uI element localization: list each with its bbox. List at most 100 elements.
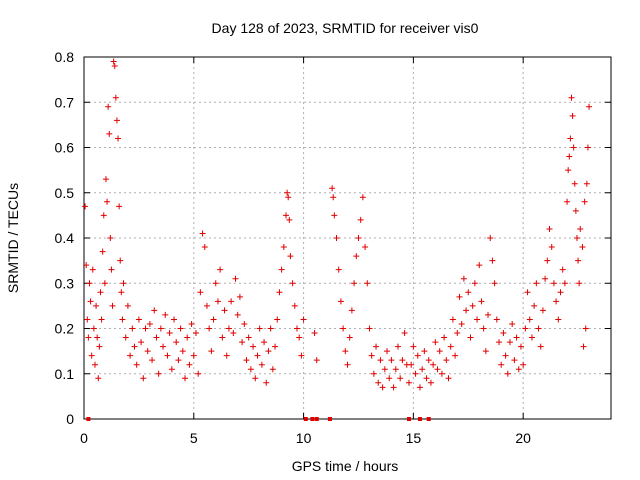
data-point: [186, 361, 193, 368]
data-point: [496, 339, 503, 346]
data-point: [502, 352, 509, 359]
data-point: [362, 244, 369, 251]
data-point: [241, 320, 248, 327]
data-point: [94, 334, 101, 341]
data-point: [289, 280, 296, 287]
data-point: [357, 216, 364, 223]
data-point: [175, 357, 182, 364]
data-point: [104, 198, 111, 205]
data-point: [568, 94, 575, 101]
data-point: [346, 334, 353, 341]
data-point: [300, 316, 307, 323]
data-point: [566, 153, 573, 160]
data-point: [177, 325, 184, 332]
data-point: [293, 325, 300, 332]
data-point: [548, 244, 555, 251]
data-point: [195, 370, 202, 377]
data-point: [370, 370, 377, 377]
data-point: [579, 244, 586, 251]
data-point: [467, 334, 474, 341]
data-point: [109, 302, 116, 309]
y-tick-label: 0.4: [55, 230, 75, 246]
data-point: [331, 212, 338, 219]
data-point: [478, 298, 485, 305]
baseline-point: [314, 417, 319, 421]
baseline-point: [303, 417, 308, 421]
data-point: [482, 348, 489, 355]
data-point: [107, 235, 114, 241]
data-point: [463, 307, 470, 314]
data-point: [206, 325, 213, 332]
data-point: [84, 316, 91, 323]
data-point: [537, 343, 544, 350]
data-point: [164, 352, 171, 359]
data-point: [401, 330, 408, 337]
data-point: [368, 352, 375, 359]
data-point: [569, 112, 576, 119]
data-point: [166, 330, 173, 337]
data-point: [337, 298, 344, 305]
data-point: [580, 343, 587, 350]
x-axis-label: GPS time / hours: [292, 458, 399, 474]
data-point: [144, 348, 151, 355]
data-point: [340, 325, 347, 332]
data-point: [99, 248, 106, 255]
data-point: [447, 343, 454, 350]
data-point: [239, 339, 246, 346]
data-point: [535, 325, 542, 332]
data-point: [561, 280, 568, 287]
data-point: [188, 320, 195, 327]
data-point: [95, 375, 102, 382]
data-point: [287, 253, 294, 260]
y-tick-label: 0.6: [55, 140, 75, 156]
data-point: [250, 343, 257, 350]
x-tick-label: 10: [296, 430, 312, 446]
data-point: [504, 370, 511, 377]
y-tick-label: 0.3: [55, 275, 75, 291]
data-point: [355, 235, 362, 241]
data-point: [286, 216, 293, 223]
data-point: [212, 280, 219, 287]
data-point: [381, 366, 388, 373]
data-point: [106, 130, 113, 137]
data-point: [410, 343, 417, 350]
data-point: [102, 176, 109, 183]
data-point: [425, 357, 432, 364]
data-point: [480, 325, 487, 332]
data-point: [225, 325, 232, 332]
data-point: [155, 370, 162, 377]
data-point: [584, 144, 591, 151]
data-point: [364, 280, 371, 287]
data-point: [581, 198, 588, 205]
data-point: [243, 357, 250, 364]
data-point: [153, 334, 160, 341]
data-point: [142, 325, 149, 332]
data-point: [373, 343, 380, 350]
data-point: [283, 212, 290, 219]
data-point: [567, 135, 574, 142]
data-point: [573, 235, 580, 241]
data-point: [228, 298, 235, 305]
data-point: [506, 339, 513, 346]
data-point: [108, 266, 115, 273]
data-point: [285, 194, 292, 201]
data-point: [160, 343, 167, 350]
data-point: [120, 280, 127, 287]
data-point: [564, 198, 571, 205]
data-point: [520, 361, 527, 368]
y-tick-label: 0.7: [55, 94, 75, 110]
data-point: [553, 298, 560, 305]
data-point: [82, 203, 89, 210]
data-point: [129, 325, 136, 332]
y-tick-label: 0.5: [55, 185, 75, 201]
data-point: [230, 330, 237, 337]
data-point: [546, 225, 553, 232]
x-tick-label: 5: [190, 430, 198, 446]
x-tick-label: 0: [80, 430, 88, 446]
data-points: [82, 58, 593, 421]
data-point: [192, 330, 199, 337]
data-point: [557, 289, 564, 296]
data-point: [117, 257, 124, 264]
